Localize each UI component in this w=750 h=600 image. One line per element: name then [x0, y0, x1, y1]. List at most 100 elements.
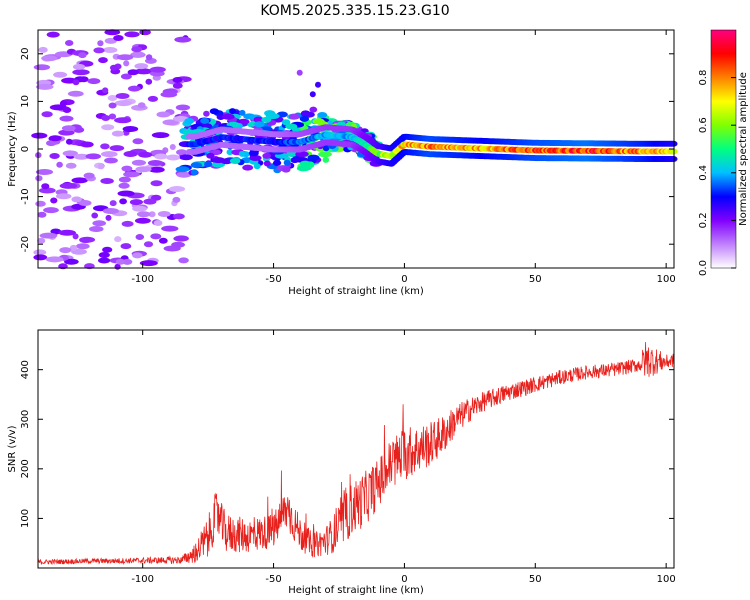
colorbar-tick-label: 0.6	[698, 117, 709, 133]
spectrogram-cell	[160, 91, 178, 98]
spectrogram-cell	[53, 71, 68, 78]
spectrogram-cell	[226, 149, 234, 156]
spectrogram-cell	[109, 64, 118, 71]
spectrogram-cell	[299, 160, 311, 167]
snr-y-tick-label: 300	[20, 410, 31, 429]
colorbar-tick-label: 0.4	[698, 165, 709, 181]
spectrogram-cell	[50, 197, 58, 204]
spectrogram-cell	[145, 78, 153, 85]
spectrogram-cell	[83, 172, 95, 179]
spectrogram-cell	[31, 132, 48, 139]
spectrogram-cell	[307, 154, 320, 161]
spectrogram-cell	[175, 104, 191, 111]
spectrogram-cell	[145, 54, 153, 61]
spectrogram-cell	[172, 77, 183, 83]
spectrogram-y-tick-label: 10	[20, 95, 31, 108]
spectrogram-cell	[237, 118, 250, 125]
spectrogram-cell	[318, 151, 332, 158]
spectrogram-y-tick-label: -20	[20, 236, 31, 252]
spectrogram-cell	[48, 135, 62, 142]
spectrogram-cell	[322, 145, 330, 152]
spectrogram-cell	[100, 178, 114, 184]
snr-marks	[37, 342, 675, 565]
spectrogram-cell	[46, 31, 60, 38]
spectrogram-cell	[89, 226, 104, 232]
spectrogram-cell	[281, 166, 291, 173]
spectrogram-cell	[41, 55, 58, 62]
spectrogram-cell	[143, 241, 154, 248]
snr-frame	[37, 329, 675, 569]
spectrogram-cell	[39, 232, 58, 239]
spectrogram-cell	[71, 177, 88, 184]
spectrogram-cell	[253, 163, 261, 170]
spectrogram-cell	[64, 258, 79, 265]
spectrogram-cell	[62, 107, 72, 113]
snr-panel: -100 -50 0 50 100 100 200 300 400 Height of str…	[7, 329, 676, 596]
spectrogram-cell	[143, 198, 157, 205]
spectrogram-cell	[154, 153, 168, 160]
colorbar-tick-label: 0.0	[698, 260, 709, 276]
spectrogram-cell	[73, 153, 90, 160]
spectrogram-cell	[135, 166, 152, 173]
spectrogram-cell	[212, 161, 225, 168]
spectrogram-cell	[150, 233, 162, 240]
colorbar-gradient	[710, 29, 737, 269]
spectrogram-cell	[41, 183, 50, 190]
spectrogram-cell	[262, 152, 272, 159]
spectrogram-cell	[263, 160, 271, 167]
spectrogram-cell	[111, 130, 125, 137]
spectrogram-y-axis-label: Frequency (Hz)	[7, 111, 18, 187]
spectrogram-cell	[132, 252, 143, 259]
spectrogram-cell	[285, 123, 298, 130]
spectrogram-cell	[107, 95, 118, 101]
spectrogram-cell	[62, 150, 78, 157]
spectrogram-cell	[109, 200, 117, 207]
spectrogram-cell	[299, 115, 310, 122]
spectrogram-cell	[137, 102, 146, 109]
spectrogram-cell	[131, 46, 143, 53]
spectrogram-cell	[169, 144, 176, 150]
spectrogram-cell	[149, 66, 166, 73]
spectrogram-cell	[49, 153, 60, 159]
snr-x-ticks: -100 -50 0 50 100	[131, 330, 676, 585]
spectrogram-cell	[206, 152, 215, 159]
spectrogram-cell	[33, 64, 51, 71]
spectrogram-cell	[69, 244, 78, 251]
snr-x-tick-label: 0	[401, 574, 407, 585]
spectrogram-cell	[109, 145, 125, 152]
spectrogram-x-tick-label: -50	[265, 274, 281, 285]
spectrogram-cell	[65, 162, 77, 169]
spectrogram-cell	[78, 200, 92, 206]
spectrogram-cell	[229, 158, 241, 164]
spectrogram-cell	[239, 109, 246, 116]
snr-x-tick-label: -50	[265, 574, 281, 585]
snr-series-line	[37, 342, 675, 565]
spectrogram-cell	[296, 69, 303, 76]
spectrogram-cell	[249, 155, 262, 161]
spectrogram-cell	[174, 36, 192, 43]
snr-x-tick-label: 50	[529, 574, 542, 585]
spectrogram-cell	[242, 164, 254, 171]
spectrogram-cell	[102, 47, 118, 53]
spectrogram-cell	[37, 237, 46, 244]
spectrogram-cell	[132, 138, 144, 145]
spectrogram-cell	[101, 124, 115, 131]
spectrogram-marks	[31, 29, 678, 270]
spectrogram-cell	[33, 249, 47, 256]
snr-y-tick-label: 400	[20, 360, 31, 379]
spectrogram-cell	[281, 119, 291, 126]
spectrogram-cell	[72, 233, 79, 240]
spectrogram-cell	[204, 161, 213, 168]
spectrogram-x-tick-label: -100	[131, 274, 154, 285]
spectrogram-cell	[123, 60, 130, 67]
spectrogram-cell	[156, 111, 171, 118]
spectrogram-cell	[100, 143, 110, 150]
spectrogram-cell	[59, 100, 68, 107]
spectrogram-cell	[184, 118, 195, 124]
spectrogram-cell	[179, 154, 193, 161]
spectrogram-cell	[315, 81, 321, 88]
spectrogram-cell	[127, 85, 141, 92]
spectrogram-y-tick-label: -10	[20, 188, 31, 204]
spectrogram-cell	[113, 35, 124, 41]
spectrogram-cell	[72, 69, 90, 76]
